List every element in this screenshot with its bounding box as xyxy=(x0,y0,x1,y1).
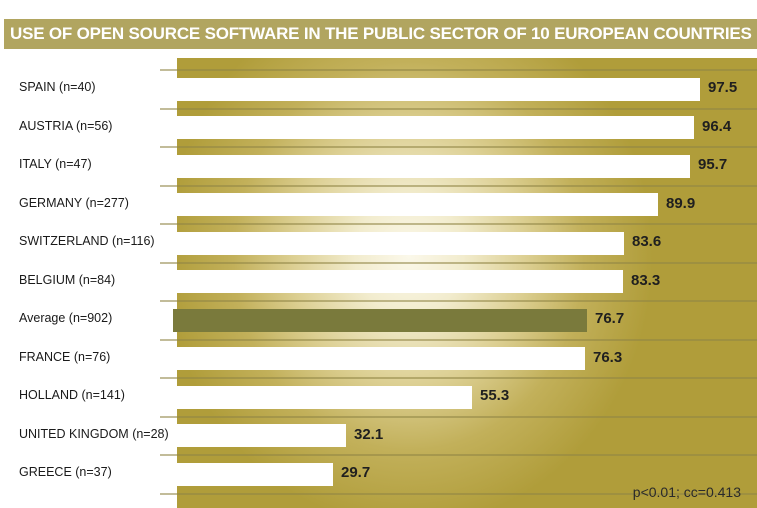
value-label: 29.7 xyxy=(341,464,371,481)
category-label: BELGIUM (n=84) xyxy=(19,273,116,287)
row-separator xyxy=(160,185,757,187)
data-bar xyxy=(0,193,658,216)
row-separator xyxy=(160,377,757,379)
row-separator xyxy=(160,339,757,341)
category-label: AUSTRIA (n=56) xyxy=(19,119,113,133)
value-label: 83.3 xyxy=(631,272,661,289)
data-bar xyxy=(0,347,585,370)
value-label: 83.6 xyxy=(632,233,662,250)
category-label: SWITZERLAND (n=116) xyxy=(19,234,155,248)
row-separator xyxy=(160,493,757,495)
category-label: UNITED KINGDOM (n=28) xyxy=(19,427,169,441)
chart-title: USE OF OPEN SOURCE SOFTWARE IN THE PUBLI… xyxy=(4,19,757,49)
data-bar xyxy=(0,232,624,255)
row-separator xyxy=(160,454,757,456)
category-label: ITALY (n=47) xyxy=(19,157,92,171)
data-bar xyxy=(0,155,690,178)
data-bar xyxy=(0,386,472,409)
value-label: 32.1 xyxy=(354,426,384,443)
average-bar xyxy=(173,309,587,332)
category-label: SPAIN (n=40) xyxy=(19,80,96,94)
category-label: Average (n=902) xyxy=(19,311,113,325)
data-bar xyxy=(0,424,346,447)
value-label: 96.4 xyxy=(702,118,732,135)
row-separator xyxy=(160,108,757,110)
value-label: 76.7 xyxy=(595,310,625,327)
data-bar xyxy=(0,270,623,293)
row-separator xyxy=(160,69,757,71)
value-label: 97.5 xyxy=(708,79,738,96)
value-label: 89.9 xyxy=(666,195,696,212)
category-label: GERMANY (n=277) xyxy=(19,196,129,210)
category-label: GREECE (n=37) xyxy=(19,465,112,479)
data-bar xyxy=(0,463,333,486)
stats-annotation: p<0.01; cc=0.413 xyxy=(632,484,741,500)
row-separator xyxy=(160,262,757,264)
category-label: HOLLAND (n=141) xyxy=(19,388,125,402)
row-separator xyxy=(160,416,757,418)
value-label: 76.3 xyxy=(593,349,623,366)
row-separator xyxy=(160,300,757,302)
value-label: 95.7 xyxy=(698,156,728,173)
value-label: 55.3 xyxy=(480,387,510,404)
data-bar xyxy=(0,78,700,101)
row-separator xyxy=(160,146,757,148)
row-separator xyxy=(160,223,757,225)
data-bar xyxy=(0,116,694,139)
category-label: FRANCE (n=76) xyxy=(19,350,111,364)
